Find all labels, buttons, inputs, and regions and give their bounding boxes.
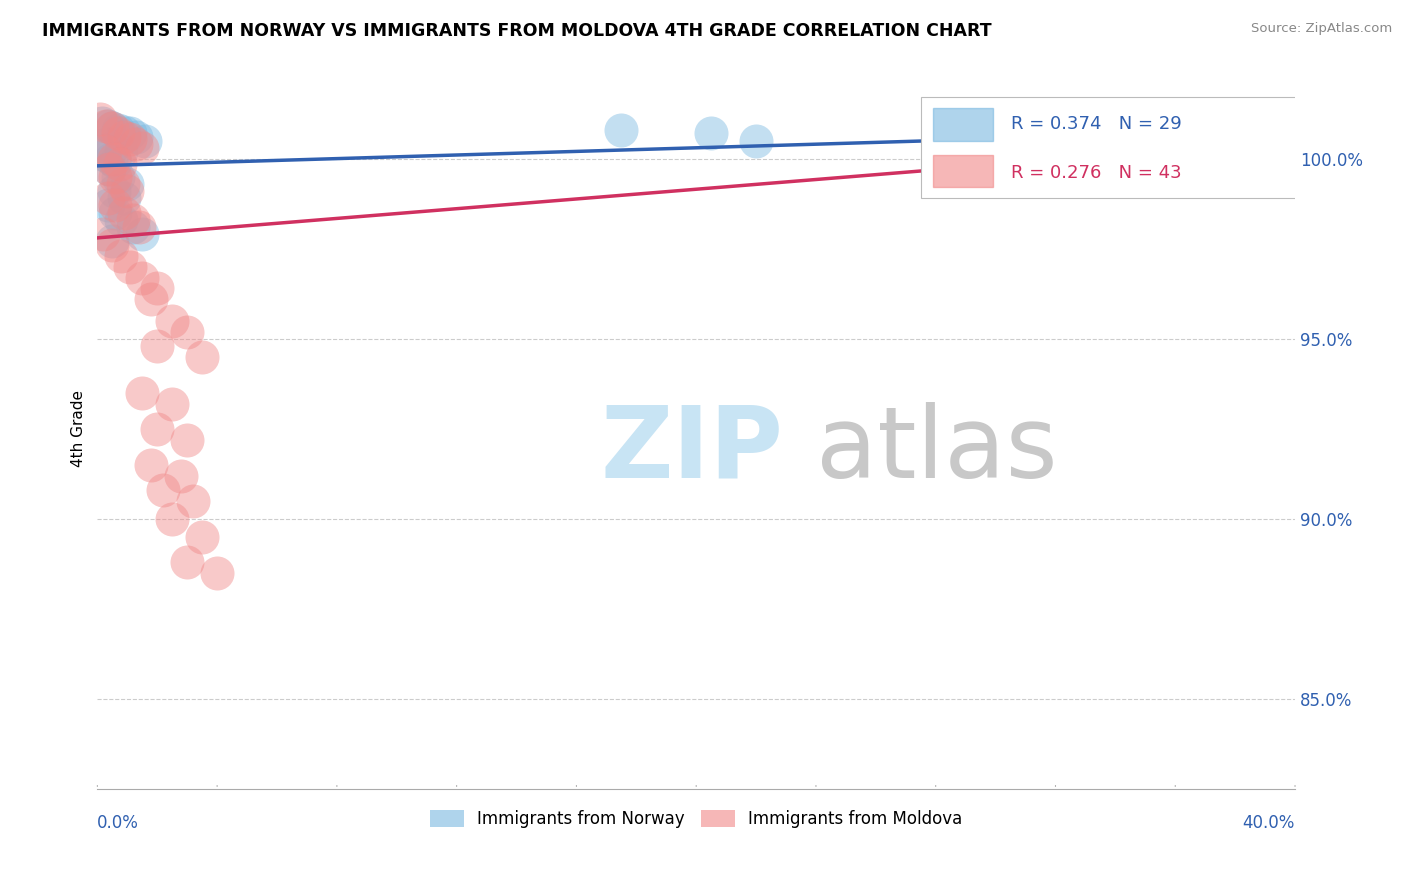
- Point: [110, 249, 132, 263]
- Point: [112, 205, 135, 219]
- Point: [131, 270, 153, 285]
- Point: [120, 127, 142, 141]
- Point: [89, 112, 111, 126]
- Point: [101, 235, 124, 249]
- Point: [97, 191, 120, 205]
- Text: Source: ZipAtlas.com: Source: ZipAtlas.com: [1251, 22, 1392, 36]
- Point: [205, 566, 228, 580]
- FancyBboxPatch shape: [932, 155, 993, 187]
- Point: [96, 137, 118, 152]
- Point: [104, 169, 127, 184]
- Point: [176, 433, 198, 447]
- Point: [170, 468, 193, 483]
- Point: [98, 162, 121, 177]
- Point: [128, 220, 150, 235]
- Point: [122, 212, 145, 227]
- Point: [104, 198, 127, 212]
- Point: [112, 191, 135, 205]
- Point: [104, 205, 127, 219]
- Point: [112, 130, 135, 145]
- Text: 0.0%: 0.0%: [97, 814, 139, 832]
- Point: [110, 145, 132, 159]
- Point: [160, 314, 183, 328]
- Point: [108, 157, 131, 171]
- Point: [125, 130, 148, 145]
- Point: [117, 184, 139, 198]
- Point: [100, 152, 122, 166]
- Point: [152, 483, 174, 497]
- Text: IMMIGRANTS FROM NORWAY VS IMMIGRANTS FROM MOLDOVA 4TH GRADE CORRELATION CHART: IMMIGRANTS FROM NORWAY VS IMMIGRANTS FRO…: [42, 22, 991, 40]
- Point: [110, 212, 132, 227]
- Point: [91, 227, 114, 242]
- Point: [103, 152, 125, 166]
- Point: [101, 120, 124, 135]
- Point: [131, 141, 153, 155]
- Point: [146, 422, 169, 436]
- Point: [97, 119, 120, 133]
- Point: [146, 281, 169, 295]
- Point: [103, 184, 125, 198]
- Point: [131, 385, 153, 400]
- Point: [146, 339, 169, 353]
- Point: [120, 132, 142, 146]
- Legend: Immigrants from Norway, Immigrants from Moldova: Immigrants from Norway, Immigrants from …: [423, 804, 969, 835]
- Point: [745, 134, 768, 148]
- Point: [131, 227, 153, 242]
- Point: [181, 494, 204, 508]
- Text: ZIP: ZIP: [600, 402, 783, 499]
- FancyBboxPatch shape: [921, 97, 1406, 198]
- Text: R = 0.374   N = 29: R = 0.374 N = 29: [1011, 115, 1181, 134]
- Text: R = 0.276   N = 43: R = 0.276 N = 43: [1011, 164, 1181, 182]
- Point: [120, 260, 142, 274]
- Point: [97, 198, 120, 212]
- Point: [117, 177, 139, 191]
- Point: [107, 169, 129, 184]
- Point: [107, 122, 129, 136]
- Point: [176, 555, 198, 569]
- Point: [141, 292, 163, 306]
- Point: [111, 177, 134, 191]
- Point: [160, 397, 183, 411]
- Point: [94, 148, 117, 162]
- Point: [90, 115, 112, 129]
- Point: [160, 512, 183, 526]
- Y-axis label: 4th Grade: 4th Grade: [72, 391, 86, 467]
- Point: [98, 162, 121, 177]
- Point: [191, 530, 214, 544]
- Point: [101, 141, 124, 155]
- Point: [176, 325, 198, 339]
- Point: [191, 350, 214, 364]
- Point: [122, 220, 145, 235]
- Point: [134, 134, 156, 148]
- Point: [101, 120, 124, 135]
- Point: [107, 127, 129, 141]
- Point: [141, 458, 163, 472]
- Point: [112, 125, 135, 139]
- Text: atlas: atlas: [815, 402, 1057, 499]
- Point: [104, 155, 127, 169]
- Point: [101, 238, 124, 252]
- Point: [700, 127, 723, 141]
- Point: [1014, 130, 1036, 145]
- FancyBboxPatch shape: [932, 108, 993, 141]
- Point: [125, 137, 148, 152]
- Text: 40.0%: 40.0%: [1243, 814, 1295, 832]
- Point: [96, 119, 118, 133]
- Point: [94, 145, 117, 159]
- Point: [610, 122, 633, 136]
